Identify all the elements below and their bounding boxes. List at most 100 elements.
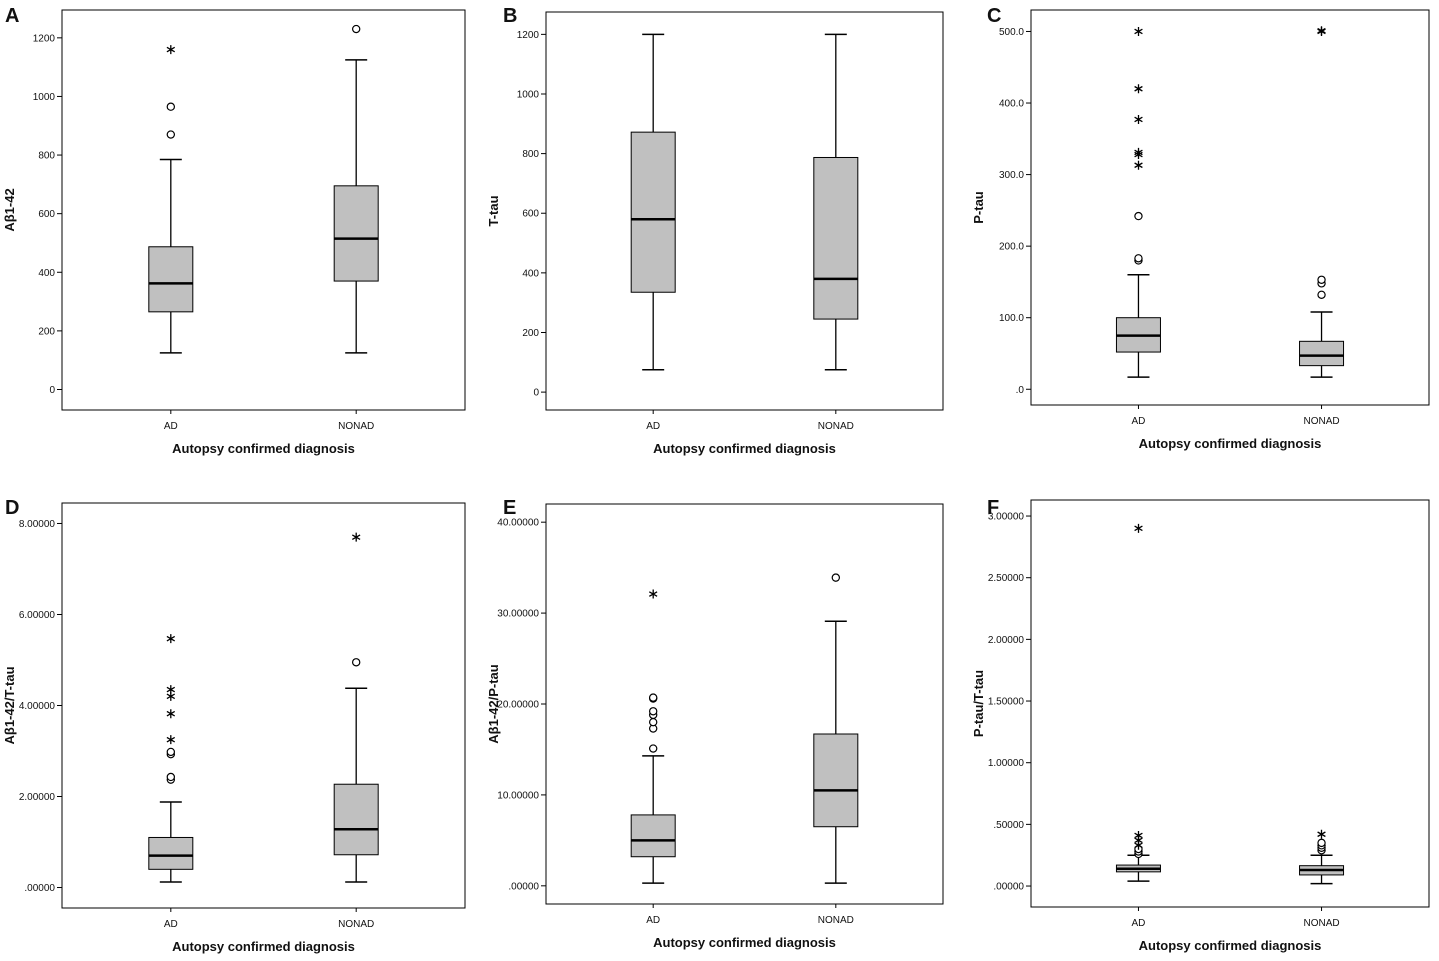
iqr-box (148, 836, 194, 870)
box-nonad: NONAD (813, 33, 859, 432)
x-tick-label: NONAD (818, 915, 854, 926)
x-axis-label: Autopsy confirmed diagnosis (653, 441, 836, 456)
x-tick-label: NONAD (1303, 416, 1339, 427)
iqr-box (813, 156, 859, 320)
plot-frame (61, 9, 466, 411)
panel-c: C .0 100.0 200.0 300.0 400.0 500.0 P-tau Autopsy… (971, 5, 1430, 451)
outlier-star (166, 685, 176, 695)
outlier-circle (166, 772, 176, 782)
y-tick-label: 300.0 (999, 170, 1024, 181)
x-tick-label: AD (1132, 918, 1146, 929)
y-tick-label: 400.0 (999, 99, 1024, 110)
outlier-star (1134, 115, 1143, 124)
y-axis-label: T-tau (486, 195, 501, 226)
y-tick-label: 0 (49, 385, 55, 396)
outlier-star (1134, 523, 1143, 533)
iqr-box (813, 733, 859, 828)
box-nonad: NONAD (333, 24, 379, 432)
y-axis-label: P-tau/T-tau (971, 670, 986, 737)
plot-frame (545, 503, 944, 905)
y-tick-label: 3.00000 (988, 512, 1025, 523)
panel-letter: E (503, 497, 516, 519)
x-axis-label: Autopsy confirmed diagnosis (653, 935, 836, 950)
y-tick-label: 400 (522, 268, 539, 279)
x-tick-label: AD (646, 421, 660, 432)
y-tick-label: 600 (522, 209, 539, 220)
y-tick-label: 600 (38, 209, 55, 220)
y-tick-label: 1.00000 (988, 758, 1025, 769)
y-tick-label: 10.00000 (497, 790, 539, 801)
x-tick-label: AD (164, 421, 178, 432)
iqr-box (333, 185, 379, 282)
y-tick-label: 2.00000 (19, 792, 56, 803)
outlier-circle (166, 102, 176, 111)
y-tick-label: 1200 (517, 30, 540, 41)
outlier-star (1317, 26, 1326, 36)
outlier-star (166, 634, 176, 644)
outlier-circle (166, 130, 176, 139)
outlier-circle (351, 24, 361, 34)
outlier-star (648, 589, 658, 599)
y-tick-label: .50000 (993, 820, 1024, 831)
y-tick-label: 20.00000 (497, 700, 539, 711)
y-tick-label: 1.50000 (988, 697, 1025, 708)
x-axis-label: Autopsy confirmed diagnosis (172, 939, 355, 954)
panel-f: F .00000 .50000 1.00000 1.50000 2.00000 2.5000… (971, 497, 1430, 953)
panel-letter: D (5, 497, 19, 519)
outlier-star (1134, 84, 1143, 94)
box-ad: AD (148, 634, 194, 930)
x-axis-label: Autopsy confirmed diagnosis (172, 441, 355, 456)
y-tick-label: 40.00000 (497, 518, 539, 529)
x-tick-label: AD (1132, 416, 1146, 427)
box-nonad: NONAD (1299, 26, 1345, 427)
y-tick-label: .00000 (993, 882, 1024, 893)
y-tick-label: 200 (522, 328, 539, 339)
y-tick-label: 400 (38, 268, 55, 279)
panel-e: E .00000 10.00000 20.00000 30.00000 40.00000 A… (486, 497, 944, 950)
y-axis-label: Aβ1-42/P-tau (486, 664, 501, 744)
y-axis-label: P-tau (971, 191, 986, 224)
panel-letter: F (987, 497, 999, 519)
plot-frame (1030, 9, 1430, 406)
box-ad: AD (1115, 27, 1161, 427)
y-tick-label: 30.00000 (497, 609, 539, 620)
box-ad: AD (630, 33, 676, 432)
x-tick-label: NONAD (1303, 918, 1339, 929)
panel-letter: A (5, 5, 19, 27)
box-nonad: NONAD (333, 532, 379, 930)
y-tick-label: 800 (522, 149, 539, 160)
outlier-circle (351, 658, 361, 667)
y-tick-label: 200.0 (999, 242, 1024, 253)
outlier-circle (831, 573, 841, 582)
box-nonad: NONAD (813, 573, 859, 926)
outlier-circle (1317, 275, 1326, 284)
y-tick-label: 8.00000 (19, 519, 56, 530)
outlier-circle (648, 693, 658, 702)
outlier-circle (166, 747, 176, 757)
x-tick-label: AD (164, 919, 178, 930)
outlier-circle (1317, 838, 1326, 848)
plot-frame (545, 11, 944, 411)
x-axis-label: Autopsy confirmed diagnosis (1139, 938, 1322, 953)
x-tick-label: AD (646, 915, 660, 926)
box-ad: AD (148, 45, 194, 432)
outlier-circle (1317, 290, 1326, 300)
y-tick-label: 2.00000 (988, 635, 1025, 646)
x-tick-label: NONAD (818, 421, 854, 432)
y-axis-label: Aβ1-42 (2, 188, 17, 231)
y-tick-label: 0 (533, 388, 539, 399)
iqr-box (333, 783, 379, 856)
iqr-box (630, 131, 676, 293)
x-axis-label: Autopsy confirmed diagnosis (1139, 436, 1322, 451)
panel-a: A 0 200 400 600 800 1000 1200 Aβ1-42 Autopsy conf… (2, 5, 466, 456)
outlier-circle (648, 717, 658, 727)
outlier-star (166, 45, 176, 55)
y-tick-label: 800 (38, 151, 55, 162)
iqr-box (1299, 340, 1345, 367)
outlier-circle (1134, 254, 1143, 263)
y-tick-label: 4.00000 (19, 701, 56, 712)
outlier-star (351, 532, 361, 542)
outlier-star (166, 709, 176, 719)
y-tick-label: .0 (1016, 385, 1025, 396)
